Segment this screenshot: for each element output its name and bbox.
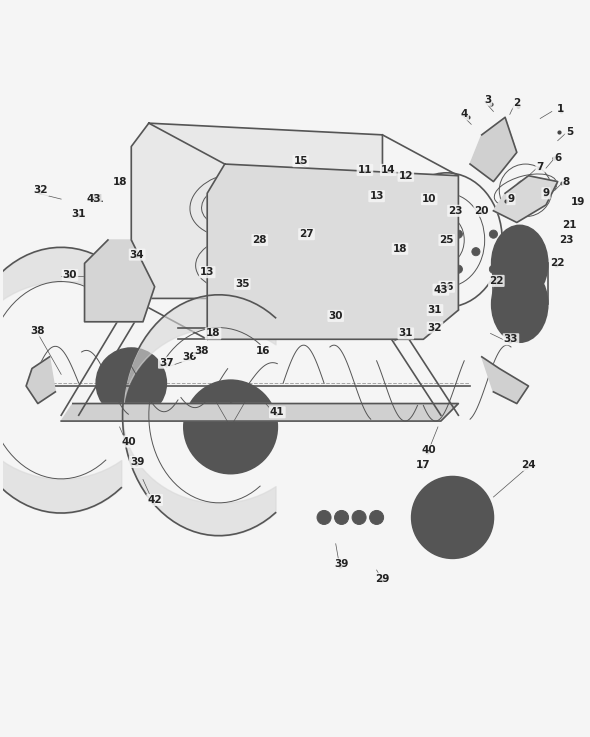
Text: 30: 30 bbox=[63, 270, 77, 280]
Text: 34: 34 bbox=[130, 250, 145, 259]
Circle shape bbox=[96, 348, 166, 418]
Polygon shape bbox=[207, 164, 458, 339]
Text: 11: 11 bbox=[358, 165, 372, 175]
Text: 8: 8 bbox=[563, 177, 570, 186]
Circle shape bbox=[184, 380, 277, 474]
Circle shape bbox=[412, 477, 493, 559]
Text: 5: 5 bbox=[566, 127, 573, 137]
Text: 18: 18 bbox=[206, 329, 220, 338]
Polygon shape bbox=[84, 240, 155, 322]
Circle shape bbox=[335, 511, 349, 525]
Circle shape bbox=[413, 195, 422, 203]
Text: 41: 41 bbox=[270, 408, 284, 417]
Circle shape bbox=[489, 230, 497, 238]
Circle shape bbox=[369, 511, 384, 525]
Text: 28: 28 bbox=[253, 235, 267, 245]
Text: 32: 32 bbox=[34, 185, 48, 195]
Text: 18: 18 bbox=[393, 244, 407, 254]
Text: 17: 17 bbox=[416, 460, 431, 470]
Text: 39: 39 bbox=[130, 457, 145, 467]
Ellipse shape bbox=[491, 226, 548, 301]
Text: 24: 24 bbox=[521, 460, 536, 470]
Circle shape bbox=[454, 265, 463, 273]
Text: 31: 31 bbox=[399, 329, 413, 338]
Text: 13: 13 bbox=[369, 191, 384, 201]
Text: 12: 12 bbox=[399, 171, 413, 181]
Circle shape bbox=[419, 206, 428, 215]
Circle shape bbox=[489, 265, 497, 273]
Text: 27: 27 bbox=[299, 229, 314, 239]
Text: 10: 10 bbox=[422, 194, 437, 204]
Ellipse shape bbox=[491, 266, 548, 342]
Text: 22: 22 bbox=[550, 259, 565, 268]
Text: 31: 31 bbox=[428, 305, 442, 315]
Text: 43: 43 bbox=[86, 194, 101, 204]
Text: 14: 14 bbox=[381, 165, 396, 175]
Text: 18: 18 bbox=[112, 177, 127, 186]
Text: 23: 23 bbox=[559, 235, 573, 245]
Text: 36: 36 bbox=[182, 352, 197, 362]
Polygon shape bbox=[132, 123, 382, 298]
Text: 20: 20 bbox=[474, 206, 489, 216]
Text: 38: 38 bbox=[194, 346, 209, 356]
Circle shape bbox=[395, 195, 405, 203]
Text: 31: 31 bbox=[89, 194, 103, 204]
Text: 6: 6 bbox=[554, 153, 561, 163]
Text: 25: 25 bbox=[440, 235, 454, 245]
Text: 32: 32 bbox=[428, 323, 442, 332]
Polygon shape bbox=[61, 404, 458, 421]
Text: 33: 33 bbox=[504, 335, 518, 344]
Text: 31: 31 bbox=[71, 209, 86, 219]
Text: 30: 30 bbox=[329, 311, 343, 321]
Text: 19: 19 bbox=[571, 197, 585, 207]
Text: 39: 39 bbox=[335, 559, 349, 569]
Text: 26: 26 bbox=[440, 282, 454, 292]
Text: 9: 9 bbox=[542, 188, 549, 198]
Text: 21: 21 bbox=[562, 220, 576, 231]
Circle shape bbox=[352, 511, 366, 525]
Text: 35: 35 bbox=[235, 279, 250, 289]
Text: 2: 2 bbox=[513, 98, 520, 108]
Text: 23: 23 bbox=[448, 206, 463, 216]
Text: 42: 42 bbox=[148, 495, 162, 505]
Text: 16: 16 bbox=[255, 346, 270, 356]
Polygon shape bbox=[482, 357, 529, 404]
Text: 4: 4 bbox=[461, 109, 468, 119]
Circle shape bbox=[472, 248, 480, 256]
Polygon shape bbox=[26, 357, 55, 404]
Text: 29: 29 bbox=[375, 574, 389, 584]
Text: 9: 9 bbox=[507, 194, 514, 204]
Text: 37: 37 bbox=[159, 357, 173, 368]
Text: 22: 22 bbox=[489, 276, 504, 286]
Text: 7: 7 bbox=[536, 162, 544, 172]
Circle shape bbox=[378, 206, 387, 215]
Text: 15: 15 bbox=[293, 156, 308, 166]
Text: 40: 40 bbox=[422, 445, 437, 455]
Circle shape bbox=[93, 251, 140, 298]
Text: 3: 3 bbox=[484, 95, 491, 105]
Polygon shape bbox=[493, 175, 558, 223]
Polygon shape bbox=[470, 117, 517, 181]
Text: 38: 38 bbox=[31, 326, 45, 335]
Text: 43: 43 bbox=[434, 284, 448, 295]
Circle shape bbox=[395, 223, 405, 233]
Text: 13: 13 bbox=[200, 267, 215, 277]
Circle shape bbox=[454, 230, 463, 238]
Text: 40: 40 bbox=[121, 436, 136, 447]
Text: 1: 1 bbox=[557, 104, 564, 113]
Circle shape bbox=[317, 511, 331, 525]
